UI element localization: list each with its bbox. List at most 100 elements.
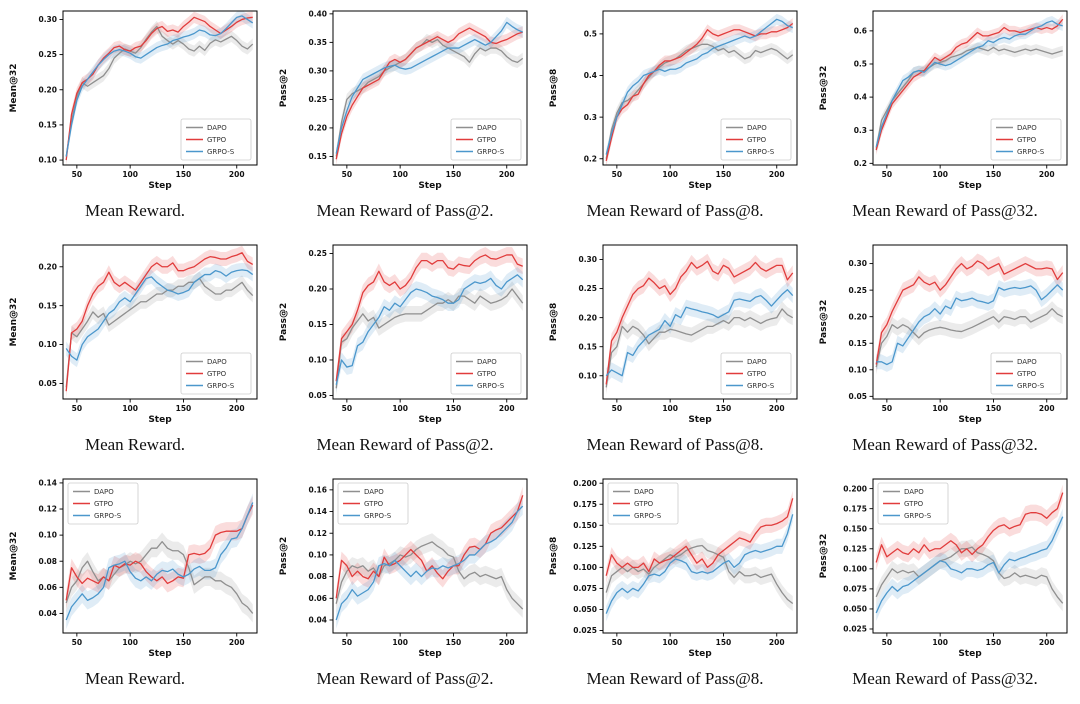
- svg-text:50: 50: [72, 638, 82, 647]
- svg-text:0.100: 0.100: [843, 564, 867, 573]
- svg-text:0.175: 0.175: [573, 500, 597, 509]
- legend-label: GTPO: [477, 136, 497, 144]
- svg-text:0.06: 0.06: [308, 594, 327, 603]
- line-chart-r2c2: 0.05 0.10 0.15 0.20 0.25 50 100 150 200 Step Pass@…: [279, 244, 528, 425]
- svg-text:0.20: 0.20: [38, 262, 57, 271]
- svg-text:0.12: 0.12: [38, 505, 57, 514]
- svg-text:0.05: 0.05: [38, 379, 57, 388]
- y-axis-label: Pass@2: [279, 303, 289, 341]
- legend-label: DAPO: [364, 488, 384, 496]
- chart-cell-r3c1: 0.04 0.06 0.08 0.10 0.12 0.14 50 100 150 200 Step M…: [0, 468, 270, 702]
- y-axis-label: Pass@2: [279, 69, 289, 107]
- svg-text:0.04: 0.04: [38, 609, 57, 618]
- line-chart-r3c2: 0.04 0.06 0.08 0.10 0.12 0.14 0.16 50 100 150 200 S…: [279, 478, 528, 659]
- svg-text:50: 50: [72, 404, 82, 413]
- legend-label: GRPO-S: [1017, 148, 1045, 156]
- x-axis-label: Step: [958, 181, 982, 191]
- svg-text:100: 100: [932, 638, 948, 647]
- chart-caption: Mean Reward of Pass@8.: [586, 435, 764, 454]
- chart-caption: Mean Reward.: [84, 435, 186, 454]
- chart-caption: Mean Reward of Pass@32.: [852, 435, 1038, 454]
- svg-text:0.025: 0.025: [843, 625, 867, 634]
- svg-text:0.050: 0.050: [573, 605, 597, 614]
- chart-cell-r3c3: 0.025 0.050 0.075 0.100 0.125 0.150 0.175 0.200…: [540, 468, 810, 702]
- legend-label: DAPO: [634, 488, 654, 496]
- svg-text:0.35: 0.35: [308, 38, 327, 47]
- y-axis-label: Mean@32: [9, 63, 19, 112]
- line-chart-r2c1: 0.05 0.10 0.15 0.20 50 100 150 200 Step Mean@32 DA…: [9, 244, 258, 425]
- legend-label: GRPO-S: [207, 382, 235, 390]
- svg-text:0.2: 0.2: [854, 159, 867, 168]
- svg-text:0.15: 0.15: [848, 339, 867, 348]
- svg-text:150: 150: [716, 404, 732, 413]
- svg-text:0.12: 0.12: [308, 529, 327, 538]
- svg-text:150: 150: [176, 404, 192, 413]
- y-axis-label: Pass@2: [279, 537, 289, 575]
- chart-cell-r3c4: 0.025 0.050 0.075 0.100 0.125 0.150 0.175 0.200…: [810, 468, 1080, 702]
- legend-label: GTPO: [1017, 370, 1037, 378]
- legend-label: DAPO: [207, 124, 227, 132]
- svg-text:0.16: 0.16: [308, 485, 327, 494]
- x-axis-label: Step: [688, 181, 712, 191]
- svg-text:0.25: 0.25: [308, 249, 327, 258]
- line-chart-r1c3: 0.2 0.3 0.4 0.5 50 100 150 200 Step Pass@8 DAPO GTP…: [549, 10, 798, 191]
- svg-text:200: 200: [499, 170, 515, 179]
- chart-cell-r2c1: 0.05 0.10 0.15 0.20 50 100 150 200 Step Mean@32 DA…: [0, 234, 270, 468]
- svg-text:0.10: 0.10: [308, 356, 327, 365]
- y-axis-label: Pass@8: [549, 303, 559, 341]
- legend-label: GRPO-S: [634, 512, 662, 520]
- svg-text:0.6: 0.6: [854, 26, 867, 35]
- chart-caption: Mean Reward of Pass@32.: [852, 201, 1038, 220]
- chart-cell-r2c4: 0.05 0.10 0.15 0.20 0.25 0.30 50 100 150 200 Step P…: [810, 234, 1080, 468]
- line-chart-r2c3: 0.10 0.15 0.20 0.25 0.30 50 100 150 200 Step Pass@…: [549, 244, 798, 425]
- svg-text:0.04: 0.04: [308, 616, 327, 625]
- chart-caption: Mean Reward of Pass@2.: [316, 669, 494, 688]
- svg-text:0.30: 0.30: [578, 255, 597, 264]
- svg-text:0.10: 0.10: [308, 551, 327, 560]
- svg-text:150: 150: [446, 638, 462, 647]
- svg-text:100: 100: [662, 638, 678, 647]
- svg-text:0.10: 0.10: [38, 340, 57, 349]
- svg-text:0.25: 0.25: [578, 284, 597, 293]
- y-axis-label: Pass@8: [549, 69, 559, 107]
- svg-text:0.3: 0.3: [584, 113, 597, 122]
- chart-cell-r1c2: 0.15 0.20 0.25 0.30 0.35 0.40 50 100 150 200 Step P…: [270, 0, 540, 234]
- chart-caption: Mean Reward of Pass@2.: [316, 435, 494, 454]
- legend-box: [607, 482, 679, 525]
- line-chart-r1c4: 0.2 0.3 0.4 0.5 0.6 50 100 150 200 Step Pass@32 DAP…: [819, 10, 1068, 191]
- svg-text:200: 200: [499, 638, 515, 647]
- legend-label: GTPO: [1017, 136, 1037, 144]
- x-axis-label: Step: [958, 649, 982, 659]
- svg-text:0.10: 0.10: [848, 365, 867, 374]
- svg-text:0.20: 0.20: [308, 285, 327, 294]
- svg-text:0.10: 0.10: [578, 371, 597, 380]
- svg-text:0.100: 0.100: [573, 563, 597, 572]
- svg-text:0.200: 0.200: [573, 479, 597, 488]
- legend-label: DAPO: [1017, 358, 1037, 366]
- svg-text:0.075: 0.075: [573, 584, 597, 593]
- legend-box: [180, 118, 252, 161]
- legend-label: DAPO: [904, 488, 924, 496]
- legend-label: GRPO-S: [207, 148, 235, 156]
- svg-text:200: 200: [229, 170, 245, 179]
- svg-text:50: 50: [882, 170, 892, 179]
- svg-text:0.05: 0.05: [848, 392, 867, 401]
- svg-text:150: 150: [446, 170, 462, 179]
- legend-label: GRPO-S: [94, 512, 122, 520]
- svg-text:0.30: 0.30: [848, 259, 867, 268]
- svg-text:200: 200: [229, 638, 245, 647]
- legend-label: DAPO: [747, 124, 767, 132]
- legend-label: GTPO: [634, 500, 654, 508]
- svg-text:200: 200: [769, 404, 785, 413]
- svg-text:0.3: 0.3: [854, 126, 867, 135]
- legend-label: GRPO-S: [1017, 382, 1045, 390]
- x-axis-label: Step: [148, 415, 172, 425]
- svg-text:50: 50: [882, 638, 892, 647]
- legend-label: GTPO: [207, 370, 227, 378]
- svg-text:200: 200: [769, 638, 785, 647]
- svg-text:0.20: 0.20: [38, 85, 57, 94]
- svg-text:200: 200: [1039, 170, 1055, 179]
- chart-cell-r1c1: 0.10 0.15 0.20 0.25 0.30 50 100 150 200 Step Mean@…: [0, 0, 270, 234]
- svg-text:0.125: 0.125: [573, 542, 597, 551]
- svg-text:0.200: 0.200: [843, 484, 867, 493]
